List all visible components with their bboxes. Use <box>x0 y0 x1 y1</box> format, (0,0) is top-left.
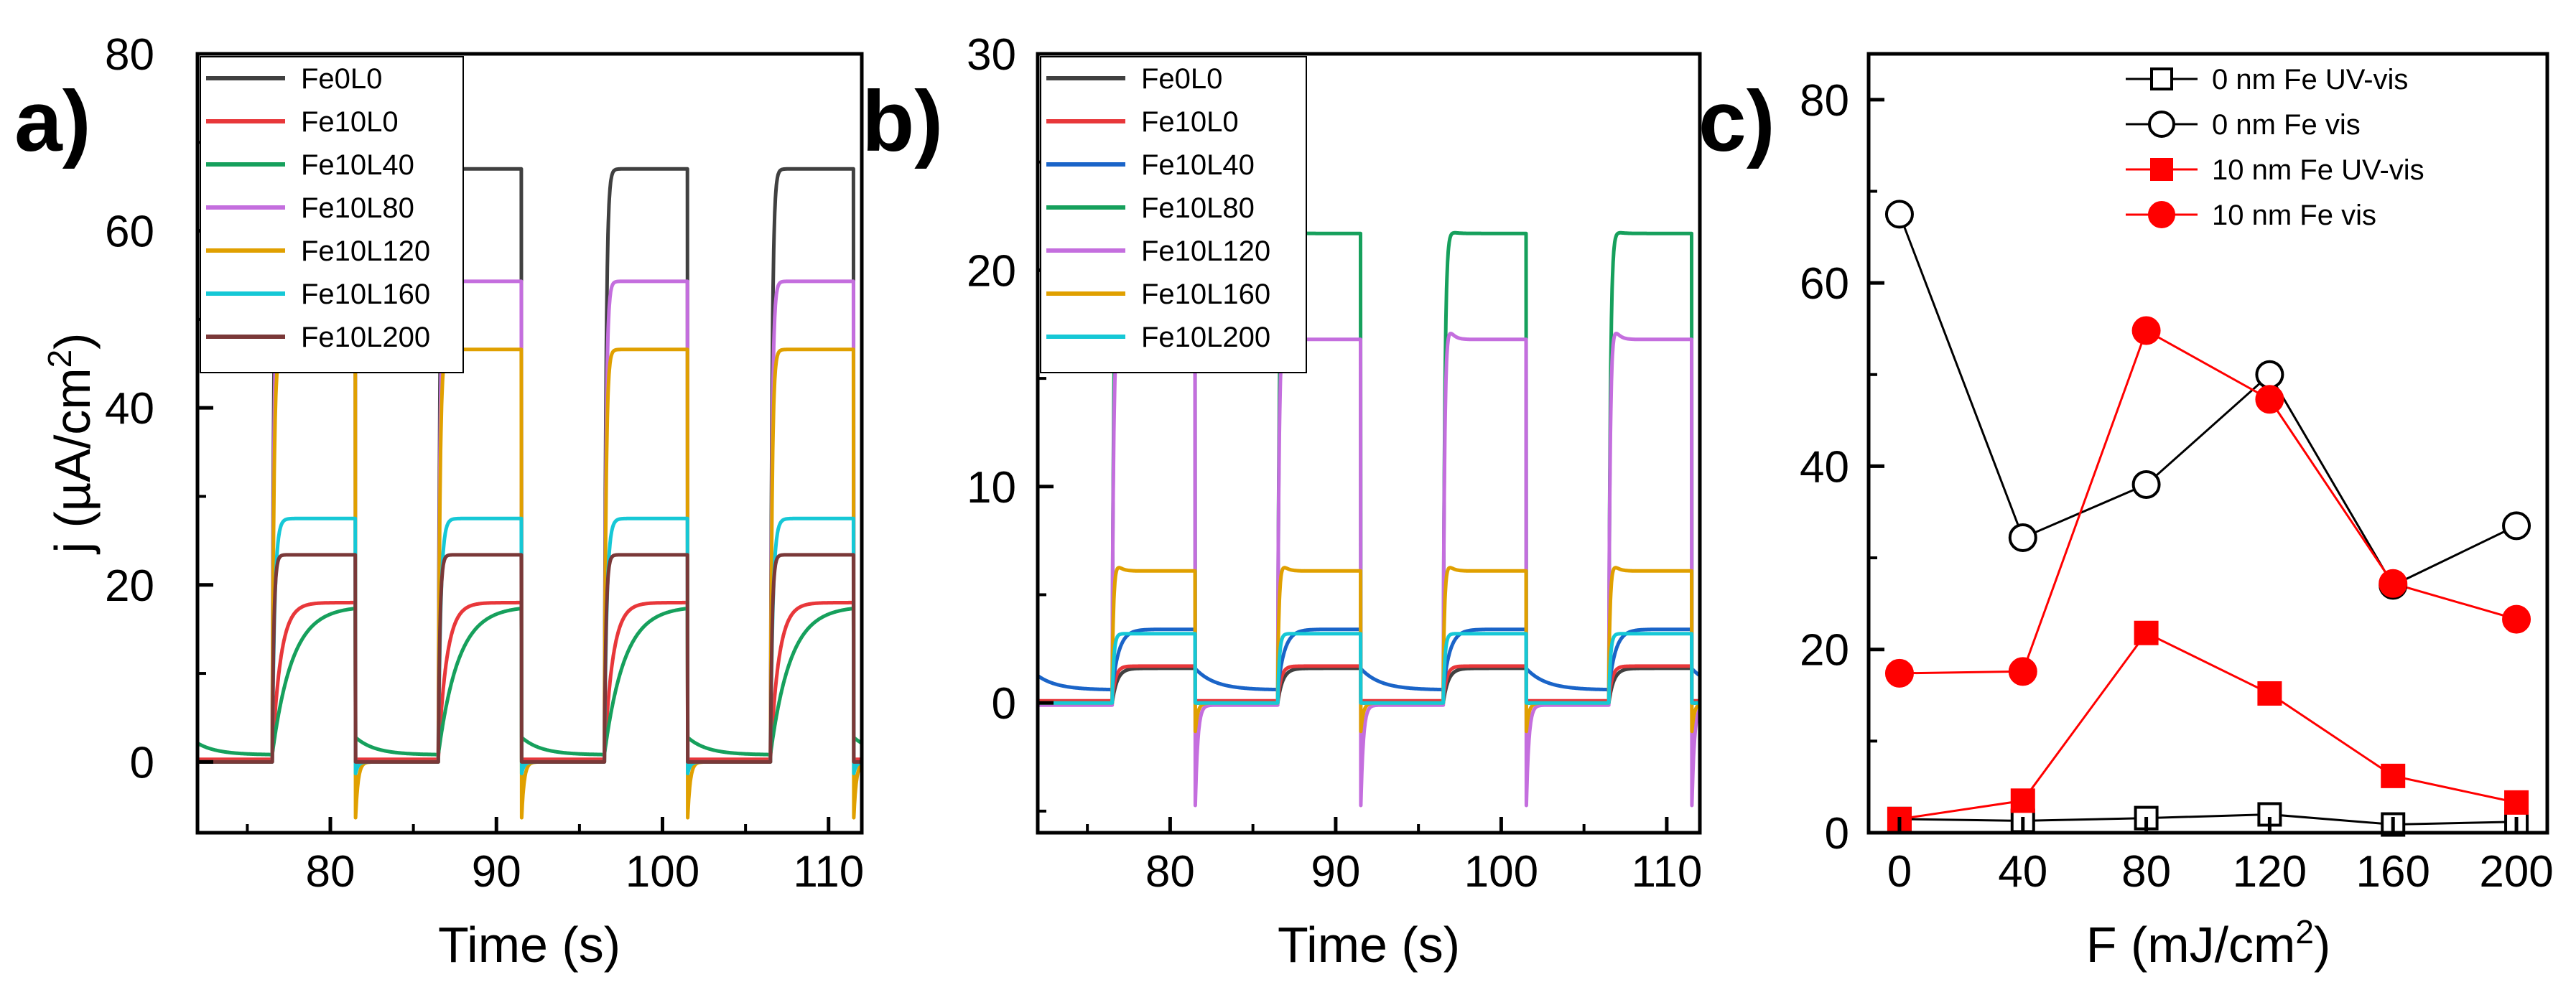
panel-a-xtick-label: 110 <box>793 847 864 897</box>
data-point-0 nm Fe vis <box>2008 523 2037 552</box>
panel-b-xtick-label: 110 <box>1631 847 1702 897</box>
panel-c-frame <box>1866 52 2549 835</box>
series-line-Fe10L0 <box>197 600 862 762</box>
panel-c-ytick-label: 80 <box>1800 76 1849 126</box>
panel-c-xtick-label: 0 <box>1887 847 1912 897</box>
panel-a-axes: 80 90 100 110 0 20 40 60 80 <box>105 30 864 897</box>
panel-c-ytick-label: 0 <box>1825 809 1849 859</box>
data-point-10 nm Fe UV-vis <box>2134 620 2159 645</box>
data-point-10 nm Fe vis <box>2379 569 2408 598</box>
panel-c-plot <box>1884 200 2531 837</box>
panel-a-label: a) <box>14 73 91 169</box>
panel-a-xtick-label: 100 <box>626 847 699 897</box>
panel-a-ytick-label: 20 <box>105 561 154 611</box>
legend-marker-10 nm Fe vis <box>2148 201 2175 228</box>
legend-label-Fe10L160: Fe10L160 <box>301 279 430 310</box>
legend-label-Fe10L40: Fe10L40 <box>301 149 414 181</box>
panel-a-ylabel: j (µA/cm2) <box>41 333 101 555</box>
legend-marker-0 nm Fe vis <box>2148 111 2175 138</box>
panel-c-ytick-label: 20 <box>1800 626 1849 676</box>
panel-b-ytick-label: 10 <box>967 463 1016 513</box>
legend-label-Fe10L0: Fe10L0 <box>301 106 399 138</box>
series-line-Fe10L40 <box>1038 627 1700 692</box>
series-line-0 nm Fe vis <box>1898 213 2517 587</box>
panel-c-legend: 0 nm Fe UV-vis 0 nm Fe vis 10 nm Fe UV-vis… <box>2126 64 2424 231</box>
legend-label-10 nm Fe UV-vis: 10 nm Fe UV-vis <box>2212 154 2424 186</box>
panel-b-xlabel: Time (s) <box>1278 917 1460 973</box>
panel-b-ytick-label: 30 <box>967 30 1016 80</box>
panel-a-xlabel: Time (s) <box>438 917 620 973</box>
legend-label-Fe10L160: Fe10L160 <box>1141 279 1270 310</box>
panel-c-label: c) <box>1698 73 1775 169</box>
legend-label-0 nm Fe UV-vis: 0 nm Fe UV-vis <box>2212 64 2408 95</box>
panel-b: 80 90 100 110 0 10 20 30 Fe0L0 Fe10L0 Fe10L40 Fe10… <box>862 30 1702 973</box>
legend-label-Fe10L120: Fe10L120 <box>301 235 430 267</box>
series-line-Fe10L0 <box>1038 664 1700 703</box>
legend-marker-0 nm Fe UV-vis <box>2150 67 2173 90</box>
data-point-10 nm Fe UV-vis <box>2504 790 2529 815</box>
panel-b-xtick-label: 80 <box>1145 847 1195 897</box>
panel-c-axes: 0 40 80 120 160 200 0 20 40 60 80 <box>1800 76 2554 897</box>
panel-c-xtick-label: 120 <box>2233 847 2307 897</box>
panel-a-frame <box>195 52 864 835</box>
panel-b-label: b) <box>862 73 943 169</box>
panel-c-xtick-label: 80 <box>2121 847 2171 897</box>
panel-b-xtick-label: 100 <box>1464 847 1538 897</box>
legend-label-10 nm Fe vis: 10 nm Fe vis <box>2212 200 2376 231</box>
data-point-10 nm Fe UV-vis <box>2381 763 2406 788</box>
legend-label-Fe10L80: Fe10L80 <box>1141 192 1255 224</box>
data-point-10 nm Fe UV-vis <box>2257 681 2282 706</box>
series-line-0 nm Fe UV-vis <box>1899 813 2517 826</box>
legend-label-Fe0L0: Fe0L0 <box>1141 63 1222 95</box>
data-point-10 nm Fe vis <box>2008 657 2037 686</box>
legend-label-Fe10L120: Fe10L120 <box>1141 235 1270 267</box>
data-point-0 nm Fe vis <box>2131 469 2161 499</box>
panel-c-ytick-label: 60 <box>1800 259 1849 309</box>
legend-label-Fe10L80: Fe10L80 <box>301 192 414 224</box>
data-point-10 nm Fe vis <box>1884 658 1914 688</box>
legend-label-Fe10L0: Fe10L0 <box>1141 106 1239 138</box>
panel-a-ytick-label: 40 <box>105 384 154 434</box>
data-point-0 nm Fe vis <box>2502 511 2531 541</box>
series-line-Fe10L200 <box>197 553 862 764</box>
legend-label-Fe10L40: Fe10L40 <box>1141 149 1255 181</box>
series-line-Fe10L40 <box>197 607 862 757</box>
panel-b-ytick-label: 20 <box>967 246 1016 296</box>
legend-marker-10 nm Fe UV-vis <box>2150 158 2173 181</box>
panel-c-xtick-label: 160 <box>2356 847 2430 897</box>
panel-a-legend-box <box>200 56 464 373</box>
data-point-10 nm Fe vis <box>2255 385 2284 414</box>
data-point-10 nm Fe UV-vis <box>2010 788 2035 813</box>
data-point-10 nm Fe vis <box>2131 316 2161 345</box>
legend-label-Fe10L200: Fe10L200 <box>1141 322 1270 353</box>
panel-a-ytick-label: 60 <box>105 207 154 257</box>
panel-a-xtick-label: 90 <box>472 847 521 897</box>
panel-c-ytick-label: 40 <box>1800 442 1849 492</box>
panel-a-ytick-label: 80 <box>105 30 154 80</box>
series-line-10 nm Fe vis <box>1899 329 2517 675</box>
series-line-Fe10L200 <box>1038 632 1700 705</box>
data-point-0 nm Fe vis <box>1884 200 1914 229</box>
panel-b-xtick-label: 90 <box>1311 847 1360 897</box>
panel-a-xtick-label: 80 <box>306 847 355 897</box>
data-point-0 nm Fe vis <box>2255 360 2284 389</box>
panel-b-axes: 80 90 100 110 0 10 20 30 <box>967 30 1702 897</box>
panel-b-legend: Fe0L0 Fe10L0 Fe10L40 Fe10L80 Fe10L120 Fe10L16… <box>1040 56 1307 373</box>
legend-label-Fe0L0: Fe0L0 <box>301 63 382 95</box>
data-point-10 nm Fe vis <box>2502 604 2531 634</box>
panel-c-xlabel: F (mJ/cm2) <box>2086 913 2331 973</box>
panel-b-ytick-label: 0 <box>992 679 1016 729</box>
panel-c-xtick-label: 200 <box>2479 847 2553 897</box>
legend-label-0 nm Fe vis: 0 nm Fe vis <box>2212 109 2361 141</box>
legend-label-Fe10L200: Fe10L200 <box>301 322 430 353</box>
panel-b-legend-box <box>1040 56 1307 373</box>
panel-c-xtick-label: 40 <box>1998 847 2047 897</box>
series-line-10 nm Fe UV-vis <box>1899 631 2517 821</box>
panel-a-ytick-label: 0 <box>130 738 154 788</box>
panel-a-legend: Fe0L0 Fe10L0 Fe10L40 Fe10L80 Fe10L120 Fe10L16… <box>200 56 464 373</box>
panel-b-frame <box>1036 52 1702 835</box>
